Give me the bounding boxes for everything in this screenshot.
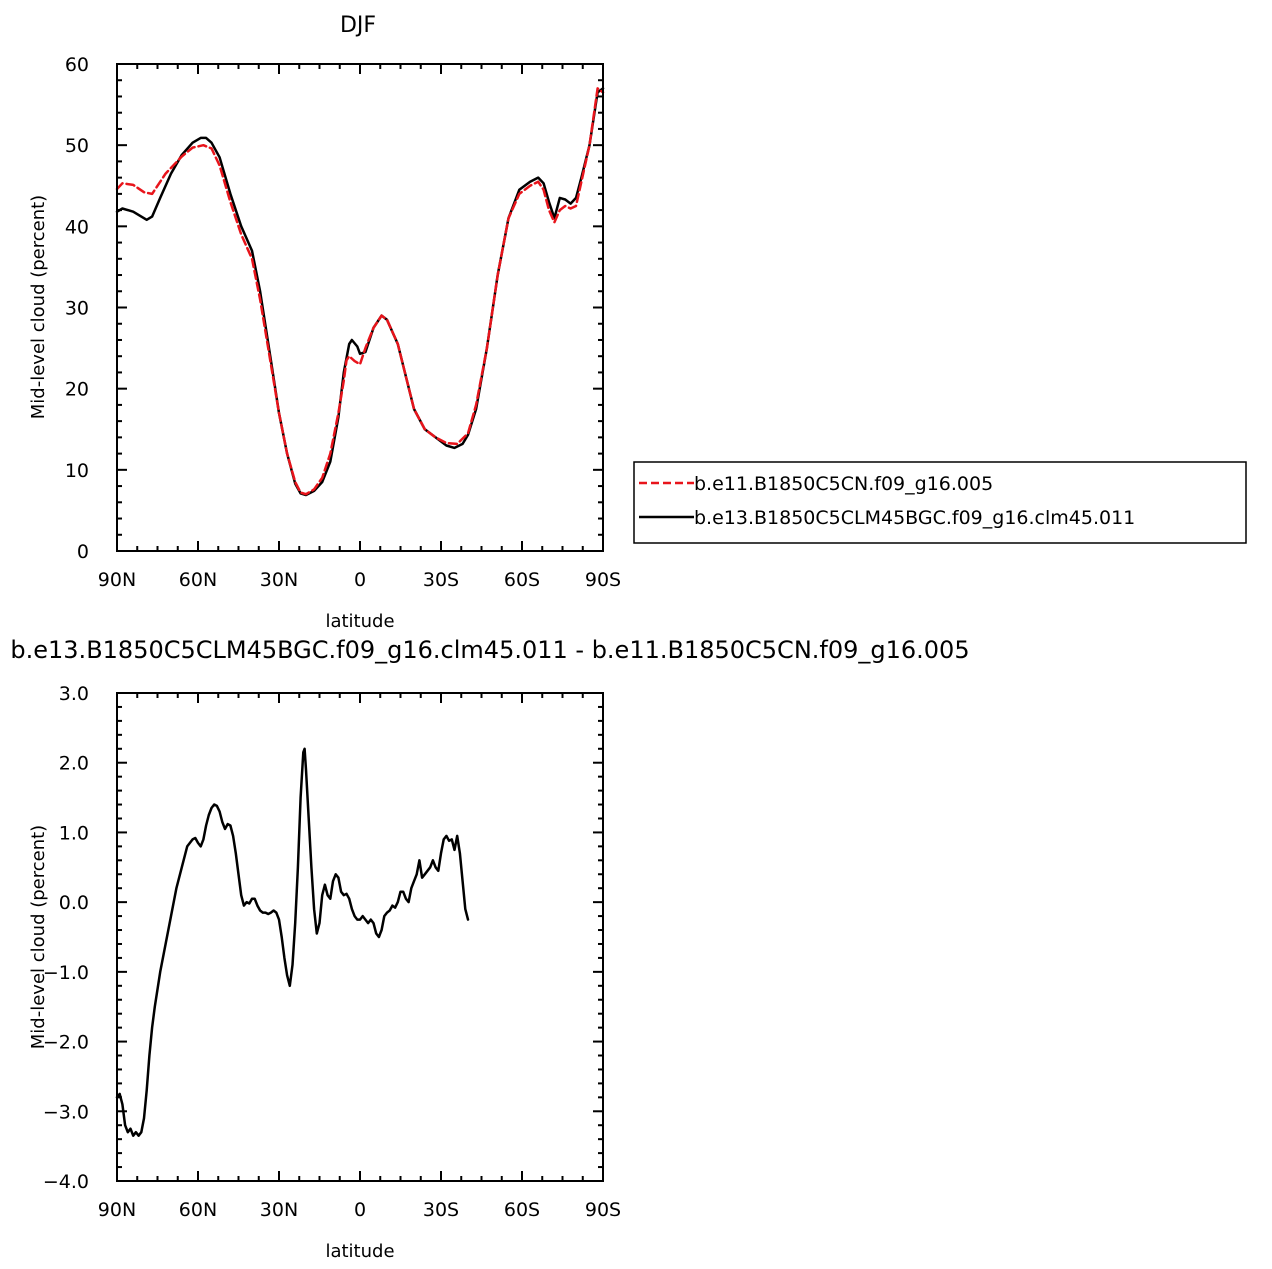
bottom-x-tick-label: 30S: [423, 1199, 459, 1221]
bottom-y-tick-label: 0.0: [59, 892, 89, 914]
bottom-y-tick-label: −4.0: [43, 1171, 89, 1193]
top-panel: DJF 90N 60N 30N 0 30S 60S 90S 0 10 20 30 40 50 60 lat…: [28, 13, 1247, 632]
top-y-tick-label: 60: [65, 54, 89, 76]
top-x-tick-label: 0: [354, 569, 366, 591]
legend-box: [633, 461, 1247, 544]
top-plot-frame: [116, 63, 604, 552]
bottom-x-tick-label: 30N: [260, 1199, 298, 1221]
top-y-tick-label: 10: [65, 460, 89, 482]
bottom-y-tick-label: 1.0: [59, 822, 89, 844]
bottom-y-axis-label: Mid-level cloud (percent): [28, 825, 49, 1049]
top-y-tick-label: 30: [65, 298, 89, 320]
bottom-plot-frame: [116, 692, 604, 1182]
legend: b.e11.B1850C5CN.f09_g16.005 b.e13.B1850C…: [633, 461, 1247, 544]
bottom-x-axis-label: latitude: [325, 1241, 394, 1262]
top-x-axis-label: latitude: [325, 611, 394, 632]
top-y-tick-label: 40: [65, 216, 89, 238]
bottom-x-tick-label: 60N: [179, 1199, 217, 1221]
top-x-tick-label: 60N: [179, 569, 217, 591]
bottom-x-tick-label: 90S: [585, 1199, 621, 1221]
bottom-y-tick-label: 3.0: [59, 683, 89, 705]
bottom-x-tick-label: 90N: [98, 1199, 136, 1221]
bottom-y-tick-label: −3.0: [43, 1101, 89, 1123]
top-y-axis-label: Mid-level cloud (percent): [28, 195, 49, 419]
top-y-tick-label: 20: [65, 379, 89, 401]
top-x-tick-label: 30S: [423, 569, 459, 591]
top-x-tick-label: 90S: [585, 569, 621, 591]
top-x-tick-label: 30N: [260, 569, 298, 591]
top-y-tick-label: 50: [65, 135, 89, 157]
bottom-panel: b.e13.B1850C5CLM45BGC.f09_g16.clm45.011 …: [10, 636, 969, 1262]
top-chart-title: DJF: [340, 13, 376, 38]
legend-label-series-2: b.e13.B1850C5CLM45BGC.f09_g16.clm45.011: [694, 507, 1135, 529]
legend-label-series-1: b.e11.B1850C5CN.f09_g16.005: [694, 473, 993, 495]
bottom-y-tick-label: −1.0: [43, 962, 89, 984]
top-x-tick-label: 60S: [504, 569, 540, 591]
bottom-chart-title: b.e13.B1850C5CLM45BGC.f09_g16.clm45.011 …: [10, 636, 969, 664]
top-y-tick-label: 0: [77, 541, 89, 563]
bottom-x-tick-label: 60S: [504, 1199, 540, 1221]
top-series-line-2: [115, 87, 605, 497]
top-x-tick-label: 90N: [98, 569, 136, 591]
bottom-y-tick-label: 2.0: [59, 753, 89, 775]
bottom-y-tick-label: −2.0: [43, 1032, 89, 1054]
bottom-x-tick-label: 0: [354, 1199, 366, 1221]
bottom-series-line-1: [115, 747, 470, 1137]
top-series-line-1: [115, 87, 605, 496]
